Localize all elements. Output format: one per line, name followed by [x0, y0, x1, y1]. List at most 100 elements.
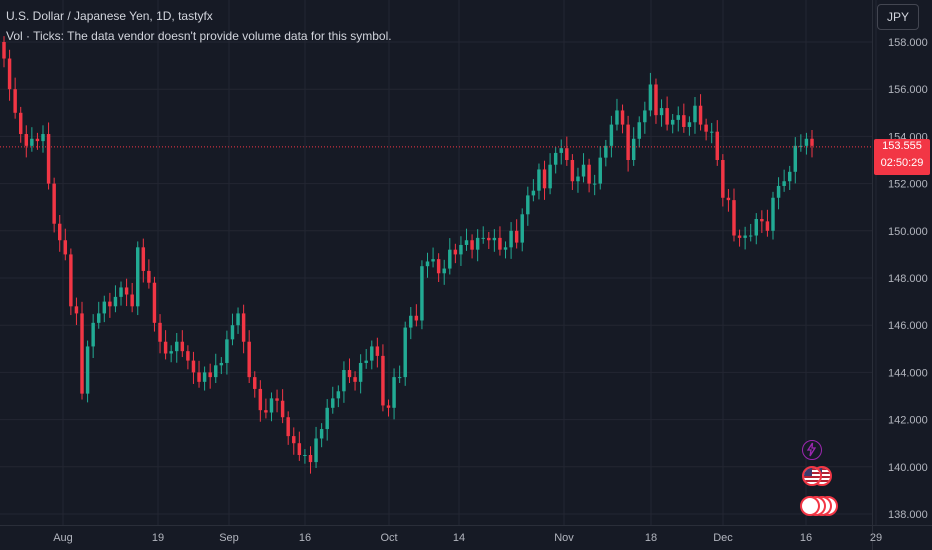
y-tick-label: 140.000	[888, 462, 928, 474]
candle	[319, 423, 324, 448]
candle	[431, 247, 435, 268]
candle	[776, 177, 781, 210]
candle	[91, 314, 95, 359]
candle	[414, 304, 419, 327]
candle	[225, 330, 229, 375]
candle	[670, 113, 675, 134]
candle	[353, 371, 357, 391]
candle	[765, 209, 770, 237]
candle	[626, 115, 630, 172]
candle	[236, 307, 240, 334]
candle	[648, 72, 653, 117]
candle	[186, 345, 190, 370]
candle	[113, 285, 118, 313]
candle	[687, 116, 692, 136]
candle	[52, 177, 56, 233]
candle	[386, 399, 391, 417]
volume-legend-note: Vol · Ticks: The data vendor doesn't pro…	[6, 29, 392, 43]
candle	[487, 231, 491, 249]
y-axis: 158.000156.000154.000152.000150.000148.0…	[888, 37, 928, 521]
candle	[514, 219, 519, 249]
candle	[459, 236, 463, 266]
candle	[286, 411, 290, 445]
candle	[41, 125, 45, 153]
candle	[760, 210, 764, 233]
candle	[24, 125, 29, 158]
y-tick-label: 142.000	[888, 415, 928, 427]
y-tick-label: 158.000	[888, 37, 928, 49]
us-flag-icon[interactable]	[802, 466, 822, 486]
candle	[202, 366, 207, 391]
candle	[754, 213, 759, 245]
candle	[381, 344, 385, 412]
candle	[358, 354, 363, 394]
currency-button[interactable]: JPY	[877, 4, 919, 30]
candle	[292, 427, 296, 455]
candle	[18, 106, 23, 143]
candle	[587, 158, 591, 193]
candle	[721, 154, 725, 207]
candle	[336, 385, 341, 408]
candle	[119, 281, 123, 306]
candle	[275, 389, 279, 413]
y-tick-label: 150.000	[888, 226, 928, 238]
candle	[130, 282, 134, 313]
candle	[793, 137, 798, 184]
candle	[654, 78, 658, 124]
currency-button-label: JPY	[886, 10, 909, 24]
candle	[63, 228, 68, 261]
candle	[709, 122, 714, 144]
x-tick-label: Oct	[380, 532, 397, 544]
candle	[303, 449, 307, 464]
candle	[453, 243, 458, 264]
y-tick-label: 144.000	[888, 367, 928, 379]
candle	[665, 96, 669, 131]
x-tick-label: 18	[645, 532, 657, 544]
current-price-value: 153.555	[882, 140, 922, 152]
candle	[241, 304, 246, 354]
candle	[375, 337, 380, 368]
candle	[464, 228, 469, 251]
candle	[732, 188, 736, 242]
symbol-legend-title[interactable]: U.S. Dollar / Japanese Yen, 1D, tastyfx	[6, 9, 213, 23]
calendar-events-icon[interactable]	[800, 496, 820, 516]
candle	[509, 222, 513, 259]
x-tick-label: 29	[870, 532, 882, 544]
candle	[214, 353, 218, 384]
candle	[46, 122, 51, 190]
candle	[565, 136, 569, 166]
candle	[470, 234, 474, 259]
candle	[503, 241, 508, 259]
x-tick-label: 16	[800, 532, 812, 544]
candle	[370, 340, 374, 370]
candle	[297, 431, 302, 461]
candle	[799, 134, 803, 152]
candle	[548, 153, 552, 195]
candle	[331, 386, 335, 414]
candle	[693, 96, 697, 134]
bar-countdown: 02:50:29	[880, 157, 924, 169]
candle	[726, 189, 731, 212]
candle	[492, 229, 497, 252]
lightning-icon[interactable]	[802, 440, 822, 460]
candle	[219, 357, 224, 375]
candle	[208, 363, 212, 389]
candle	[442, 259, 446, 285]
candle	[169, 345, 173, 363]
x-tick-label: Sep	[219, 532, 239, 544]
candle	[35, 132, 40, 150]
x-tick-label: 14	[453, 532, 465, 544]
candle	[247, 330, 251, 384]
candle	[475, 229, 480, 262]
candle	[676, 106, 680, 132]
candle	[436, 253, 441, 283]
candle	[542, 160, 547, 200]
candle	[498, 226, 502, 256]
candle	[531, 179, 536, 202]
candle	[191, 351, 196, 384]
candle	[425, 252, 430, 278]
candle	[637, 116, 641, 148]
candle	[570, 154, 575, 190]
